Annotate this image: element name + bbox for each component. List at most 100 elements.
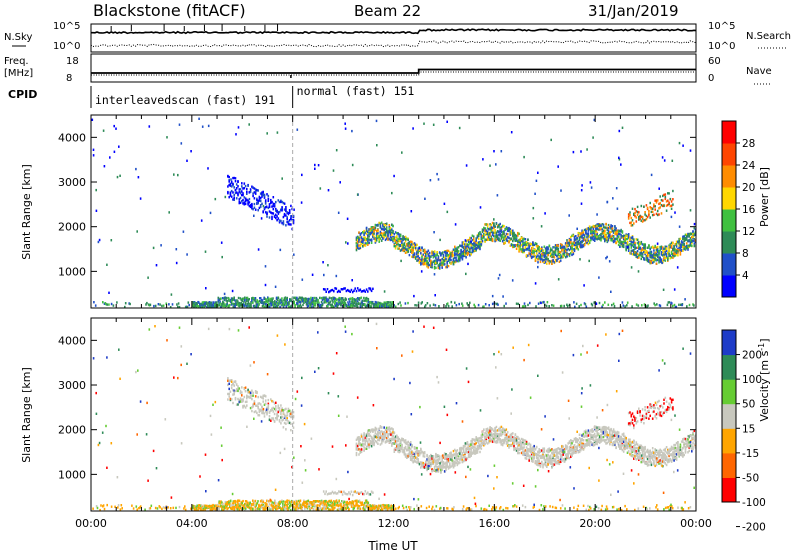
data-cell: [239, 506, 242, 510]
data-cell: [538, 250, 540, 253]
data-cell: [113, 124, 115, 128]
data-cell: [283, 202, 286, 205]
data-cell: [180, 142, 183, 145]
data-cell: [233, 198, 235, 201]
data-cell: [349, 297, 352, 300]
data-cell: [315, 508, 318, 511]
data-cell: [305, 505, 308, 509]
data-cell: [679, 237, 682, 240]
data-cell: [283, 505, 286, 508]
data-cell: [378, 240, 380, 243]
data-cell: [251, 299, 253, 303]
data-cell: [199, 507, 201, 510]
data-cell: [635, 238, 638, 241]
data-cell: [627, 247, 630, 250]
data-cell: [615, 237, 617, 240]
data-cell: [674, 211, 676, 214]
data-cell: [544, 258, 547, 262]
data-cell: [472, 242, 475, 245]
data-cell: [175, 261, 178, 265]
data-cell: [633, 253, 635, 256]
colorbar-segment: [722, 253, 736, 276]
data-cell: [401, 248, 403, 251]
data-cell: [318, 507, 320, 510]
data-cell: [397, 240, 399, 243]
data-cell: [611, 234, 614, 237]
data-cell: [129, 302, 131, 306]
data-cell: [607, 223, 610, 227]
data-cell: [503, 230, 505, 233]
data-cell: [435, 254, 437, 257]
data-cell: [336, 290, 339, 294]
data-cell: [513, 231, 515, 235]
data-cell: [631, 237, 634, 240]
data-cell: [323, 296, 325, 299]
data-cell: [658, 213, 660, 216]
data-cell: [554, 260, 557, 263]
data-cell: [626, 243, 629, 246]
data-cell: [357, 505, 360, 508]
data-cell: [465, 243, 467, 246]
data-cell: [385, 303, 387, 307]
data-cell: [479, 206, 482, 209]
data-cell: [528, 252, 530, 255]
data-cell: [264, 283, 267, 287]
data-cell: [481, 236, 484, 239]
data-cell: [399, 234, 402, 237]
data-cell: [252, 507, 254, 511]
data-cell: [361, 301, 363, 304]
data-cell: [493, 150, 495, 153]
data-cell: [409, 249, 412, 252]
data-cell: [425, 257, 427, 260]
data-cell: [461, 252, 464, 255]
data-cell: [360, 296, 363, 299]
data-cell: [274, 501, 277, 505]
data-cell: [320, 304, 323, 308]
data-cell: [203, 504, 205, 508]
data-cell: [469, 236, 471, 240]
data-cell: [348, 298, 350, 301]
data-cell: [292, 504, 295, 507]
data-cell: [414, 246, 417, 250]
data-cell: [620, 236, 622, 239]
data-cell: [486, 233, 489, 236]
data-cell: [386, 508, 389, 511]
data-cell: [370, 226, 373, 229]
data-cell: [243, 505, 245, 508]
data-cell: [324, 296, 326, 300]
data-cell: [669, 255, 672, 259]
data-cell: [630, 252, 633, 255]
data-cell: [554, 251, 557, 254]
data-cell: [155, 264, 158, 267]
data-cell: [344, 298, 347, 301]
data-cell: [322, 261, 324, 264]
data-cell: [240, 298, 243, 302]
data-cell: [246, 190, 248, 194]
data-cell: [641, 220, 644, 223]
data-cell: [655, 247, 658, 250]
data-cell: [648, 214, 650, 217]
data-cell: [546, 258, 548, 261]
data-cell: [248, 191, 251, 194]
data-cell: [441, 257, 443, 261]
data-cell: [100, 504, 102, 507]
data-cell: [230, 185, 233, 188]
data-cell: [615, 241, 617, 244]
data-cell: [493, 231, 495, 235]
data-cell: [329, 503, 332, 507]
data-cell: [349, 501, 351, 504]
data-cell: [348, 289, 350, 293]
data-cell: [621, 235, 624, 238]
data-cell: [325, 290, 327, 293]
data-cell: [233, 305, 235, 308]
data-cell: [660, 253, 663, 256]
data-cell: [650, 250, 653, 254]
data-cell: [402, 247, 404, 250]
data-cell: [688, 303, 691, 307]
data-cell: [241, 299, 243, 302]
data-cell: [591, 304, 594, 307]
data-cell: [324, 500, 326, 503]
data-cell: [634, 245, 636, 248]
data-cell: [528, 243, 530, 247]
